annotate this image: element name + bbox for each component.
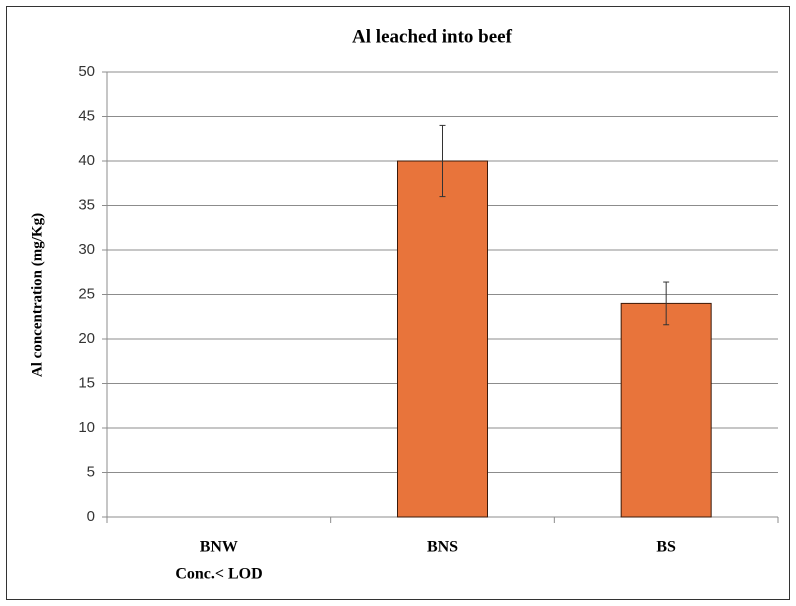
chart-title: Al leached into beef: [352, 26, 513, 47]
y-tick-label: 15: [78, 374, 95, 391]
y-tick-label: 0: [87, 508, 95, 525]
y-tick-label: 20: [78, 330, 95, 347]
annotation: Conc.< LOD: [175, 566, 262, 583]
y-tick-label: 10: [78, 419, 95, 436]
bar: [620, 302, 712, 518]
y-tick-label: 5: [87, 463, 95, 480]
y-tick-label: 45: [78, 107, 95, 124]
y-tick-label: 25: [78, 285, 95, 302]
bar: [397, 160, 488, 518]
x-tick-label: BNS: [427, 539, 458, 556]
y-tick-label: 40: [78, 152, 95, 169]
y-tick-label: 50: [78, 63, 95, 80]
y-axis-label: Al concentration (mg/Kg): [29, 213, 45, 377]
y-tick-label: 35: [78, 196, 95, 213]
x-tick-label: BNW: [200, 539, 238, 556]
x-tick-label: BS: [656, 539, 676, 556]
y-tick-label: 30: [78, 241, 95, 258]
